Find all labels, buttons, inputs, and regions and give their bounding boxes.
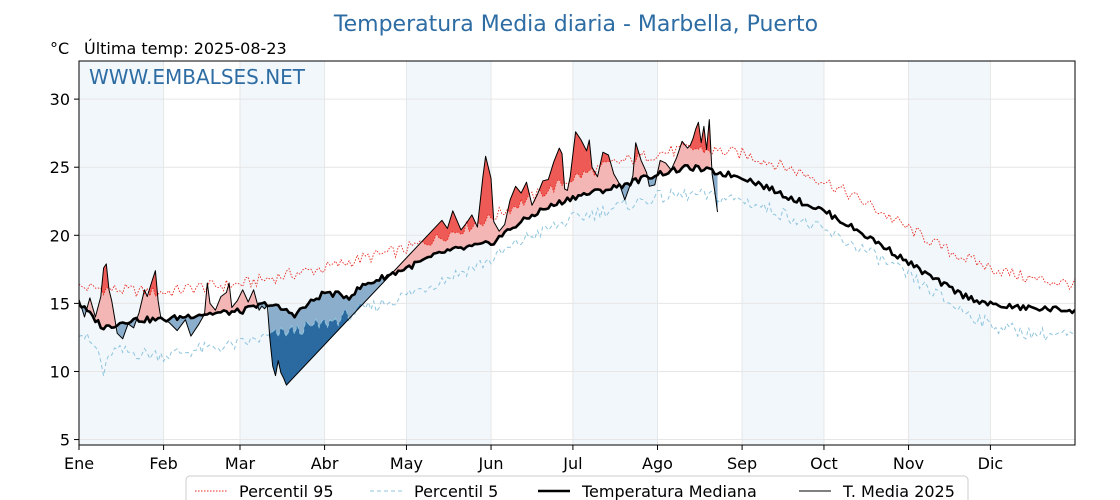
x-tick-label-may: May (390, 454, 423, 473)
x-axis: Ene Feb Mar Abr May Jun Jul Ago Sep Oct Nov Dic (64, 445, 1003, 473)
month-band-jul (572, 61, 658, 445)
y-tick-label-30: 30 (50, 90, 70, 109)
fill-above-13 (630, 142, 647, 186)
series-percentil-95 (79, 143, 1075, 298)
legend-label-current: T. Media 2025 (842, 482, 955, 500)
fill-below-extreme-10 (268, 299, 392, 386)
x-tick-label-nov: Nov (893, 454, 924, 473)
y-tick-label-10: 10 (50, 362, 70, 381)
month-band-mar (239, 61, 325, 445)
x-tick-label-mar: Mar (225, 454, 256, 473)
x-tick-label-oct: Oct (810, 454, 838, 473)
legend-label-p5: Percentil 5 (414, 482, 498, 500)
y-axis: 5 10 15 20 25 30 (50, 90, 79, 450)
legend-box (185, 475, 969, 500)
x-tick-label-sep: Sep (727, 454, 757, 473)
legend-label-p95: Percentil 95 (239, 482, 334, 500)
unit-label: °C (50, 39, 69, 58)
legend-label-median: Temperatura Mediana (581, 482, 757, 500)
x-tick-label-ago: Ago (642, 454, 673, 473)
chart-title: Temperatura Media diaria - Marbella, Pue… (333, 12, 818, 37)
legend: Percentil 95 Percentil 5 Temperatura Media… (185, 475, 969, 500)
series-temperatura-mediana (79, 164, 1075, 331)
x-tick-label-dic: Dic (978, 454, 1004, 473)
x-tick-label-jun: Jun (478, 454, 504, 473)
y-tick-label-25: 25 (50, 158, 70, 177)
month-band-sep (742, 61, 824, 445)
fill-above-extreme-16 (672, 119, 711, 156)
y-tick-label-20: 20 (50, 226, 70, 245)
fill-above-2 (87, 263, 116, 330)
series-t-media-2025 (79, 119, 718, 386)
y-tick-label-15: 15 (50, 294, 70, 313)
x-tick-label-ene: Ene (64, 454, 94, 473)
last-temp-label: Última temp: 2025-08-23 (84, 39, 287, 58)
plot-frame (78, 60, 1076, 446)
x-tick-label-abr: Abr (311, 454, 339, 473)
x-tick-label-feb: Feb (149, 454, 177, 473)
series-lines (79, 119, 1075, 386)
month-band-ene (79, 61, 164, 445)
watermark: WWW.EMBALSES.NET (89, 65, 306, 89)
month-bands (79, 61, 991, 445)
x-tick-label-jul: Jul (562, 454, 582, 473)
series-percentil-5 (79, 187, 1075, 376)
y-tick-label-5: 5 (60, 431, 70, 450)
month-band-nov (908, 61, 991, 445)
fill-above-extreme-4 (137, 270, 160, 296)
